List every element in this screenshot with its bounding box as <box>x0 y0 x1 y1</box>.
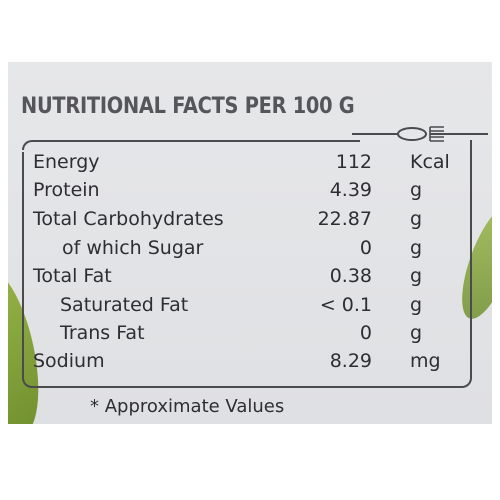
table-row: Protein 4.39 g <box>0 176 500 204</box>
table-row: Energy 112 Kcal <box>0 148 500 176</box>
nutrient-unit: g <box>410 322 423 344</box>
nutrient-name: Protein <box>33 179 100 201</box>
nutrient-unit: g <box>410 208 423 230</box>
nutrient-unit: g <box>410 179 423 201</box>
nutrient-name: Total Carbohydrates <box>33 208 224 230</box>
nutrient-value: 4.39 <box>329 179 372 201</box>
nutrient-name: of which Sugar <box>62 237 204 259</box>
nutrient-name: Saturated Fat <box>60 294 189 316</box>
approximate-values-note: * Approximate Values <box>90 396 285 417</box>
table-row: of which Sugar 0 g <box>0 234 500 262</box>
nutrient-unit: g <box>410 294 423 316</box>
fork-icon <box>429 126 488 142</box>
table-row: Saturated Fat < 0.1 g <box>0 291 500 319</box>
nutrient-unit: Kcal <box>410 151 450 173</box>
nutrient-name: Energy <box>33 151 100 173</box>
table-row: Trans Fat 0 g <box>0 319 500 347</box>
nutrient-unit: g <box>410 237 423 259</box>
label-panel <box>8 62 492 424</box>
spoon-icon <box>352 127 427 141</box>
nutrient-value: 0 <box>359 322 372 344</box>
nutrient-value: 0.38 <box>329 265 372 287</box>
table-corner <box>22 140 40 150</box>
table-row: Total Carbohydrates 22.87 g <box>0 205 500 233</box>
table-row: Total Fat 0.38 g <box>0 262 500 290</box>
nutrient-name: Trans Fat <box>60 322 145 344</box>
nutrition-heading: NUTRITIONAL FACTS PER 100 G <box>21 94 355 119</box>
nutrition-table-border <box>22 140 472 388</box>
nutrient-name: Sodium <box>33 350 105 372</box>
nutrient-value: 22.87 <box>317 208 372 230</box>
nutrient-value: 0 <box>359 237 372 259</box>
nutrient-value: 8.29 <box>329 350 372 372</box>
cutlery-icon <box>352 126 488 142</box>
nutrient-unit: mg <box>410 350 441 372</box>
nutrient-value: < 0.1 <box>319 294 372 316</box>
nutrient-name: Total Fat <box>33 265 112 287</box>
nutrient-value: 112 <box>335 151 372 173</box>
table-top-line <box>38 140 360 142</box>
nutrient-unit: g <box>410 265 423 287</box>
table-row: Sodium 8.29 mg <box>0 347 500 375</box>
